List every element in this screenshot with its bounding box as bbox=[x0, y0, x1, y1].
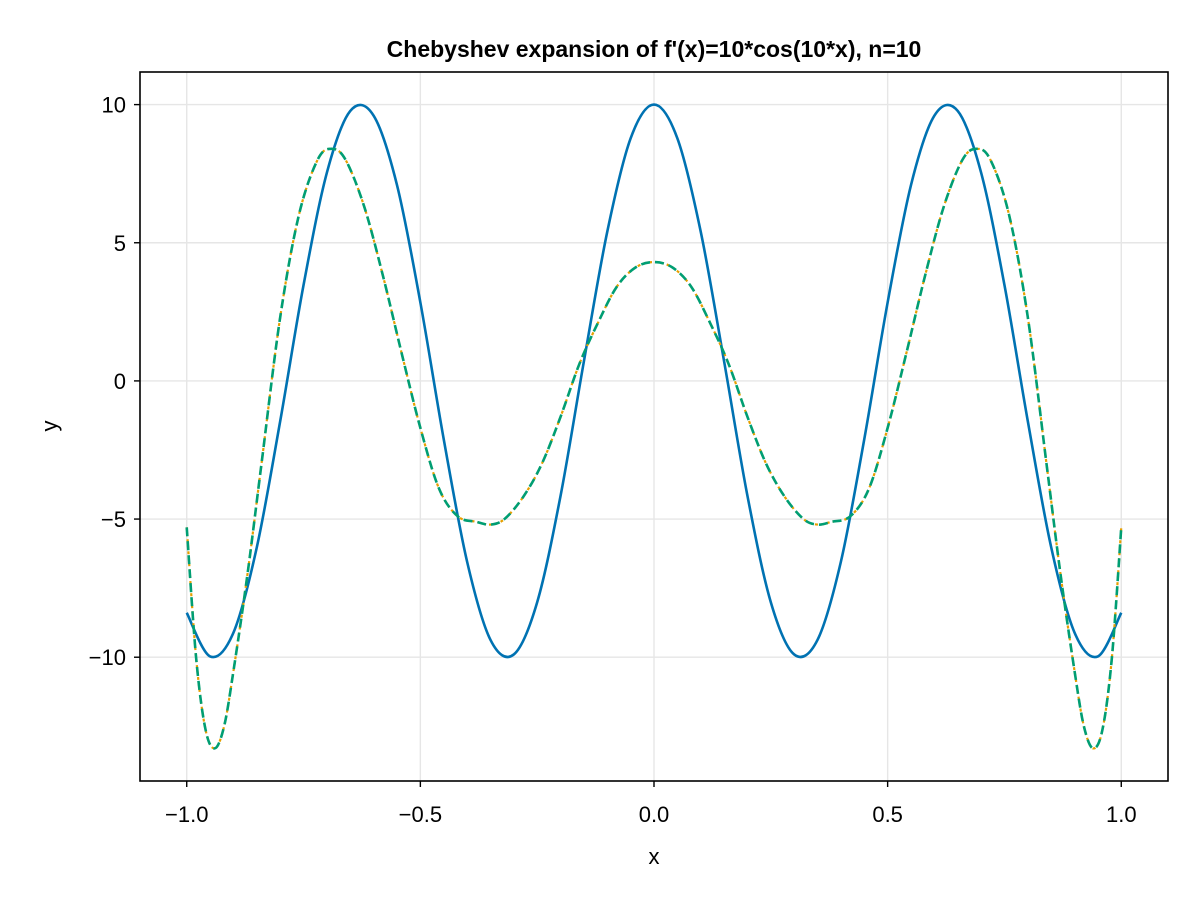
series-layer bbox=[185, 103, 1123, 750]
x-tick-label: 0.5 bbox=[872, 802, 903, 827]
y-tick-label: 10 bbox=[102, 93, 126, 118]
y-axis-label: y bbox=[37, 421, 62, 432]
y-tick-label: −5 bbox=[101, 507, 126, 532]
x-tick-label: 0.0 bbox=[639, 802, 670, 827]
x-axis-label: x bbox=[649, 844, 660, 869]
y-tick-label: −10 bbox=[89, 645, 126, 670]
y-tick-label: 0 bbox=[114, 369, 126, 394]
series-approx-dotted-line bbox=[185, 147, 1123, 750]
ticks: −1.0 −0.5 0.0 0.5 1.0 −10 −5 0 5 10 bbox=[89, 93, 1137, 827]
x-tick-label: 1.0 bbox=[1106, 802, 1137, 827]
series-exact-line bbox=[185, 103, 1123, 659]
y-tick-label: 5 bbox=[114, 231, 126, 256]
x-tick-label: −0.5 bbox=[399, 802, 442, 827]
x-tick-label: −1.0 bbox=[165, 802, 208, 827]
chart-title: Chebyshev expansion of f'(x)=10*cos(10*x… bbox=[387, 36, 922, 62]
